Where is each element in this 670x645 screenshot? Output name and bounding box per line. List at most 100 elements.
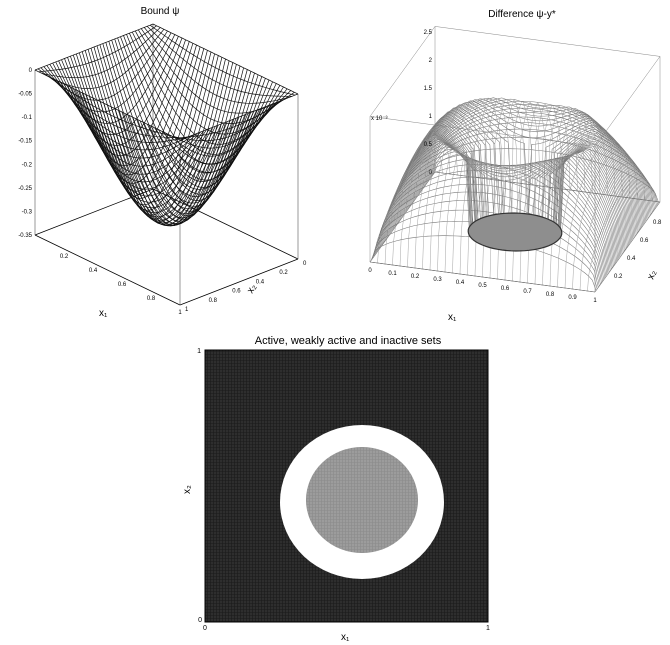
surface-line-x2 [542, 116, 608, 286]
y-tick-label: 0.8 [209, 298, 218, 304]
surface-line-x1 [136, 72, 255, 212]
z-tick-label: 2.5 [424, 30, 433, 36]
x-tick-label: 0.3 [433, 277, 442, 283]
x1-axis-label: x₁ [448, 312, 457, 323]
surface-line-x2 [40, 67, 186, 139]
surface-line-x2 [534, 112, 601, 285]
x-tick-label: 0.6 [501, 286, 510, 292]
surface-line-x2 [414, 104, 481, 269]
y-tick-labels: 0.2 0.4 0.6 0.8 [614, 220, 662, 280]
chart-sets: Active, weakly active and inactive sets … [182, 335, 490, 643]
surface-line-x2 [399, 117, 466, 267]
chart-title: Difference ψ-y* [488, 9, 556, 20]
chart-title: Bound ψ [141, 6, 180, 17]
y-tick-label: 0.6 [640, 238, 649, 244]
surface-line-x2 [75, 53, 222, 218]
z-tick-label: 2 [429, 58, 433, 64]
surface-line-x2 [46, 65, 192, 151]
x-tick-label: 1 [178, 310, 182, 316]
z-tick-label: -0.2 [22, 162, 33, 168]
y-tick-labels: 0 0.2 0.4 0.6 0.8 1 [185, 261, 307, 313]
surface-line-x2 [34, 69, 181, 141]
x-tick-label: 0 [368, 268, 372, 274]
y-tick-label: 0 [198, 617, 202, 624]
z-tick-label: 1.5 [424, 86, 433, 92]
surface-line-x2 [407, 110, 473, 268]
surface-line-x1 [172, 90, 292, 142]
surface-line-x2 [579, 163, 646, 291]
chart-title: Active, weakly active and inactive sets [255, 335, 442, 347]
z-tick-label: 0 [429, 170, 433, 176]
surface-line-x2 [557, 130, 623, 288]
surface-line-x1 [147, 78, 266, 195]
surface-line-x1 [161, 85, 281, 165]
surface-line-x1 [139, 74, 259, 207]
x1-axis-label: x₁ [99, 308, 108, 319]
surface-line-x2 [549, 122, 616, 287]
z-exponent-label: x 10⁻³ [371, 116, 388, 122]
x-tick-label: 0.1 [388, 271, 397, 277]
box-edge [152, 188, 299, 260]
x-tick-label: 0.8 [147, 296, 156, 302]
y-tick-label: 0.4 [627, 256, 636, 262]
z-tick-labels: 0 0.5 1 1.5 2 2.5 [424, 30, 433, 176]
surface-line-x1 [143, 76, 263, 201]
surface-line-x2 [572, 150, 638, 290]
surface-line-x2 [392, 126, 458, 266]
surface-line-x2 [37, 68, 183, 140]
surface-wireframe [369, 97, 661, 293]
z-tick-label: -0.35 [18, 233, 32, 239]
z-tick-label: -0.15 [18, 139, 32, 145]
box-edge [179, 258, 299, 306]
z-tick-label: 0 [29, 68, 33, 74]
x1-axis-label: x₁ [341, 632, 350, 643]
surface-line-x1 [168, 88, 288, 149]
x-tick-label: 0.9 [568, 295, 577, 301]
z-tick-label: -0.25 [18, 186, 32, 192]
chart-difference: Difference ψ-y* 0 0.5 1 1.5 2 2.5 0 0.1 0.2 0.3 0… [368, 9, 662, 323]
x-tick-label: 0.6 [118, 282, 127, 288]
x-tick-label: 0.7 [523, 289, 532, 295]
y-tick-label: 1 [197, 348, 201, 355]
surface-line-x1 [132, 71, 252, 217]
surface-line-x1 [150, 79, 270, 188]
y-tick-label: 0.6 [232, 289, 241, 295]
x-tick-label: 0.4 [89, 268, 98, 274]
x-tick-label: 1 [486, 625, 490, 632]
x-tick-label: 0.8 [546, 292, 555, 298]
x-tick-label: 0.2 [411, 274, 420, 280]
surface-line-x2 [422, 100, 488, 270]
x-tick-label: 0.4 [456, 280, 465, 286]
x-tick-label: 0 [203, 625, 207, 632]
z-tick-label: 1 [429, 114, 433, 120]
x-tick-labels: 0.2 0.4 0.6 0.8 1 [60, 254, 183, 316]
y-tick-label: 0 [303, 261, 307, 267]
y-tick-label: 0.2 [279, 270, 288, 276]
inner-set-region [306, 447, 418, 553]
surface-line-x1 [425, 101, 651, 216]
surface-line-x2 [70, 56, 216, 209]
box-edge [434, 26, 661, 57]
surface-line-x2 [78, 52, 225, 221]
chart-bound-psi: Bound ψ 0 -0.05 -0.1 -0.15 -0.2 -0.25 -0.3 -0.3… [18, 6, 307, 319]
surface-line-x2 [55, 61, 201, 175]
surface-line-x2 [594, 201, 661, 293]
z-tick-labels: 0 -0.05 -0.1 -0.15 -0.2 -0.25 -0.3 -0.35 [18, 68, 32, 239]
x-tick-label: 0.5 [478, 283, 487, 289]
surface-line-x1 [176, 92, 295, 139]
surface-line-x2 [564, 139, 631, 289]
z-tick-label: -0.1 [22, 115, 33, 121]
surface-line-x2 [377, 150, 443, 264]
surface-line-x1 [154, 81, 273, 181]
y-tick-label: 0.2 [614, 274, 623, 280]
surface-line-x1 [52, 32, 172, 113]
y-tick-label: 1 [185, 307, 189, 313]
box-edge [34, 234, 181, 306]
z-tick-label: 0.5 [424, 142, 433, 148]
surface-line-x1 [121, 65, 241, 225]
surface-line-x1 [179, 93, 299, 141]
surface-line-x1 [125, 67, 244, 223]
x-tick-labels: 0 0.1 0.2 0.3 0.4 0.5 0.6 0.7 0.8 0.9 1 [368, 268, 597, 304]
surface-line-x2 [72, 54, 219, 214]
